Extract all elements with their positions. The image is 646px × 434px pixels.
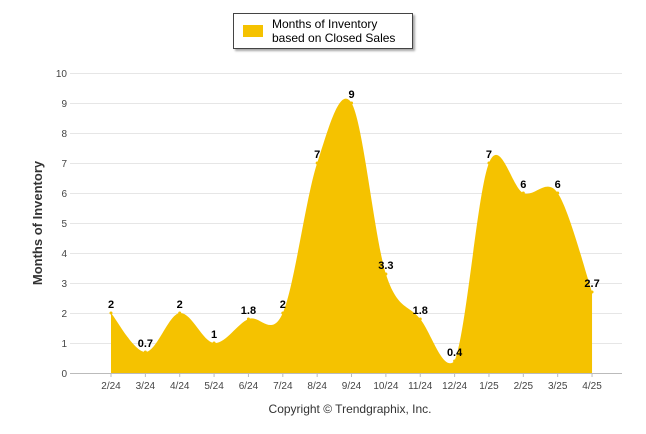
x-tick-label: 7/24 <box>273 381 293 392</box>
x-tick-label: 2/25 <box>514 381 534 392</box>
x-tick-label: 11/24 <box>408 381 433 392</box>
data-label: 0.7 <box>138 338 153 350</box>
data-point <box>556 191 560 195</box>
data-point <box>418 317 422 321</box>
y-tick-label: 8 <box>61 129 67 140</box>
data-point <box>487 161 491 165</box>
data-label: 1 <box>211 329 217 341</box>
x-tick-label: 5/24 <box>204 381 224 392</box>
data-label: 1.8 <box>413 305 428 317</box>
y-axis: 0 1 2 3 4 5 6 7 8 9 10 <box>56 69 68 380</box>
data-label: 6 <box>520 179 526 191</box>
data-label: 7 <box>486 149 492 161</box>
y-tick-label: 1 <box>61 339 67 350</box>
data-label: 6 <box>555 179 561 191</box>
data-point <box>315 161 319 165</box>
y-axis-title: Months of Inventory <box>30 160 45 285</box>
legend-label: Months of Inventory based on Closed Sale… <box>272 17 396 45</box>
x-tick-label: 3/25 <box>548 381 568 392</box>
copyright-footer: Copyright © Trendgraphix, Inc. <box>268 402 432 416</box>
x-tick-label: 12/24 <box>442 381 467 392</box>
y-tick-label: 7 <box>61 159 67 170</box>
data-label: 3.3 <box>378 260 393 272</box>
data-point <box>350 101 354 105</box>
data-label: 2 <box>177 299 183 311</box>
y-tick-label: 9 <box>61 99 67 110</box>
legend-swatch <box>243 25 263 37</box>
data-label: 2 <box>280 299 286 311</box>
y-tick-label: 0 <box>61 369 67 380</box>
y-tick-label: 2 <box>61 309 67 320</box>
x-axis: 2/24 3/24 4/24 5/24 6/24 7/24 8/24 9/24 10/24 11/… <box>70 373 622 392</box>
data-label: 1.8 <box>241 305 256 317</box>
x-tick-label: 2/24 <box>101 381 121 392</box>
y-tick-label: 3 <box>61 279 67 290</box>
data-label: 0.4 <box>447 347 463 359</box>
x-tick-label: 6/24 <box>239 381 259 392</box>
data-point <box>590 290 594 294</box>
data-point <box>212 341 216 345</box>
y-tick-label: 4 <box>61 249 67 260</box>
x-tick-label: 1/25 <box>479 381 499 392</box>
x-tick-label: 4/25 <box>582 381 602 392</box>
data-point <box>384 272 388 276</box>
data-point <box>178 311 182 315</box>
data-point <box>246 317 250 321</box>
data-point <box>143 350 147 354</box>
data-label: 2 <box>108 299 114 311</box>
area-fill <box>111 98 593 373</box>
data-point <box>109 311 113 315</box>
series-area <box>109 98 594 373</box>
data-point <box>281 311 285 315</box>
data-label: 2.7 <box>584 278 599 290</box>
y-tick-label: 10 <box>56 69 68 80</box>
data-label: 7 <box>314 149 320 161</box>
data-label: 9 <box>348 89 354 101</box>
data-point <box>521 191 525 195</box>
x-tick-label: 3/24 <box>136 381 156 392</box>
data-point <box>453 359 457 363</box>
x-tick-label: 9/24 <box>342 381 362 392</box>
chart-legend: Months of Inventory based on Closed Sale… <box>233 13 413 49</box>
data-labels: 2 0.7 2 1 1.8 2 7 9 3.3 1.8 0.4 7 6 6 2.7 <box>108 89 600 359</box>
x-tick-label: 8/24 <box>307 381 327 392</box>
y-tick-label: 6 <box>61 189 67 200</box>
x-tick-label: 10/24 <box>373 381 398 392</box>
y-tick-label: 5 <box>61 219 67 230</box>
x-tick-label: 4/24 <box>170 381 190 392</box>
